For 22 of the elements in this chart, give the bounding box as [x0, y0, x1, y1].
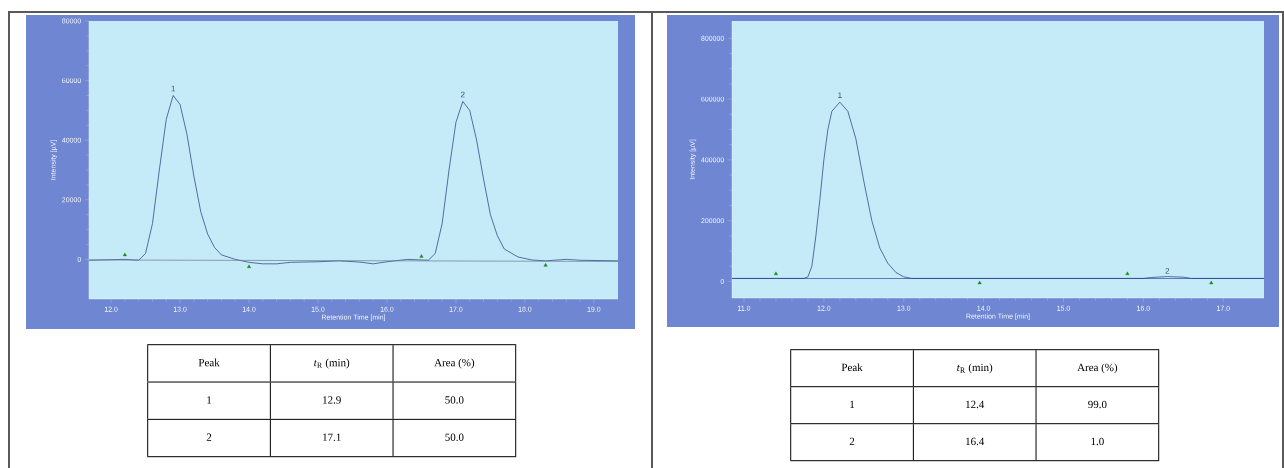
text: Area (%): [434, 358, 475, 369]
text: 16.4: [966, 437, 985, 446]
text: 99.0: [1088, 400, 1107, 409]
text: 50.0: [445, 433, 464, 441]
text: 12.9: [323, 396, 341, 404]
text: 2: [849, 437, 855, 445]
text: Peak: [198, 358, 220, 367]
text: 2: [206, 433, 212, 441]
point: [419, 254, 424, 258]
text: Area (%): [1077, 363, 1118, 374]
text: t$_{R}$ (min): [957, 363, 993, 374]
text: 1.0: [1091, 437, 1104, 446]
text: 17.1: [323, 433, 341, 441]
point: [122, 252, 127, 257]
text: Peak: [841, 363, 863, 372]
point: [543, 263, 548, 267]
text: t$_{R}$ (min): [314, 358, 350, 369]
point: [247, 264, 251, 269]
text: 50.0: [445, 396, 464, 404]
text: 12.4: [966, 400, 985, 409]
text: 1: [207, 396, 212, 404]
text: 1: [850, 400, 855, 408]
